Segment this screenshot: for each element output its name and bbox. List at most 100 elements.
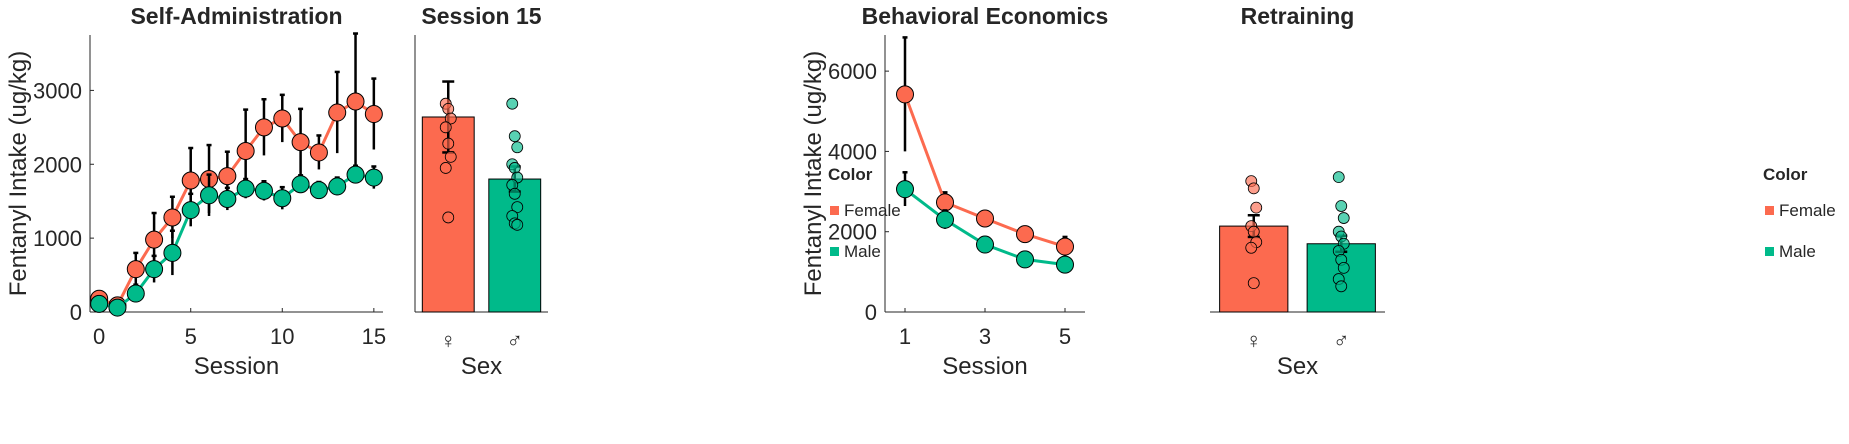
panel-title: Retraining (1241, 3, 1355, 29)
panel-behavioral-economics: 0 2000 4000 6000 1 3 5 Behavioral Economics Sess… (800, 3, 1108, 380)
x-tick-label: 5 (1059, 324, 1071, 349)
data-point (328, 177, 347, 196)
x-tick-label: 0 (93, 324, 105, 349)
legend: Color Female Male (828, 165, 901, 261)
individual-point (442, 137, 455, 150)
data-point (181, 201, 200, 220)
legend-label: Male (844, 242, 881, 261)
individual-point (511, 201, 524, 214)
y-tick-label: 6000 (828, 59, 877, 84)
y-axis-label: Fentanyl Intake (ug/kg) (800, 51, 827, 296)
y-tick-label: 2000 (33, 152, 82, 177)
legend-swatch (1765, 247, 1774, 256)
individual-point (1247, 225, 1260, 238)
data-point (936, 210, 954, 229)
x-tick-label: 10 (270, 324, 294, 349)
y-tick-label: 0 (865, 300, 877, 325)
data-point (976, 235, 994, 254)
individual-point (1337, 212, 1350, 224)
series-male (896, 171, 1074, 274)
male-symbol-tick: ♂ (1333, 328, 1350, 353)
data-point (181, 171, 200, 190)
data-point (328, 103, 347, 122)
panel-title: Self-Administration (130, 3, 342, 29)
individual-point (1335, 200, 1348, 212)
individual-point (1247, 277, 1260, 289)
data-point (218, 189, 237, 208)
y-tick-label: 2000 (828, 220, 877, 245)
data-point (309, 181, 328, 200)
data-point (145, 260, 164, 279)
female-symbol-tick: ♀ (440, 328, 457, 353)
data-point (976, 209, 994, 228)
individual-point (508, 130, 521, 143)
x-tick-label: 5 (185, 324, 197, 349)
male-symbol-tick: ♂ (507, 328, 524, 353)
data-point (218, 167, 237, 186)
individual-point (511, 218, 524, 231)
panel-self-administration: 0 1000 2000 3000 0 5 10 15 Self-Administration Se… (5, 3, 386, 380)
individual-point (508, 187, 521, 200)
data-point (1056, 255, 1074, 274)
y-tick-label: 0 (70, 300, 82, 325)
x-axis-label: Session (942, 353, 1027, 380)
data-point (1016, 225, 1034, 244)
data-point (236, 179, 255, 198)
data-point (236, 141, 255, 160)
x-tick-label: 15 (362, 324, 386, 349)
data-point (936, 193, 954, 212)
data-point (273, 189, 292, 208)
data-point (291, 133, 310, 152)
data-point (364, 105, 383, 124)
bar (488, 178, 542, 313)
x-axis-label: Sex (461, 353, 502, 380)
data-point (254, 181, 273, 200)
panel-session-15: Session 15 Sex♀ ♂ (414, 3, 548, 380)
data-point (346, 92, 365, 111)
data-point (163, 243, 182, 262)
data-point (126, 260, 145, 279)
panel-title: Behavioral Economics (862, 3, 1109, 29)
female-symbol-tick: ♀ (1246, 328, 1263, 353)
data-point (163, 208, 182, 227)
y-tick-label: 1000 (33, 226, 82, 251)
data-point (254, 118, 273, 137)
individual-point (1250, 201, 1263, 214)
data-point (200, 186, 219, 205)
legend-title: Color (828, 165, 873, 184)
individual-point (1335, 280, 1348, 293)
data-point (346, 165, 365, 184)
x-tick-label: 1 (899, 324, 911, 349)
individual-point (444, 150, 457, 163)
y-tick-label: 3000 (33, 78, 82, 103)
legend-swatch (1765, 206, 1774, 215)
data-point (273, 109, 292, 128)
y-axis-label: Fentanyl Intake (ug/kg) (5, 51, 32, 296)
legend-label: Male (1779, 242, 1816, 261)
individual-point (442, 102, 455, 115)
data-point (291, 175, 310, 194)
legend-swatch (830, 247, 839, 256)
individual-point (506, 97, 519, 110)
data-point (126, 284, 145, 303)
series-male (90, 164, 383, 317)
individual-point (508, 162, 521, 174)
individual-point (442, 211, 455, 224)
data-point (145, 230, 164, 249)
individual-point (1247, 182, 1260, 195)
data-point (896, 85, 914, 104)
panel-retraining: Retraining Sex ♀ ♂ (1210, 3, 1385, 380)
individual-point (439, 121, 452, 134)
x-axis-label: Sex (1277, 353, 1318, 380)
series-line (98, 173, 375, 310)
legend: Color Female Male (1763, 165, 1836, 261)
individual-point (1337, 261, 1350, 274)
series-line (98, 99, 375, 308)
series-female (90, 32, 383, 315)
data-point (896, 180, 914, 199)
individual-point (439, 162, 452, 174)
individual-point (1245, 241, 1258, 254)
legend-swatch (830, 206, 839, 215)
data-point (1016, 250, 1034, 269)
